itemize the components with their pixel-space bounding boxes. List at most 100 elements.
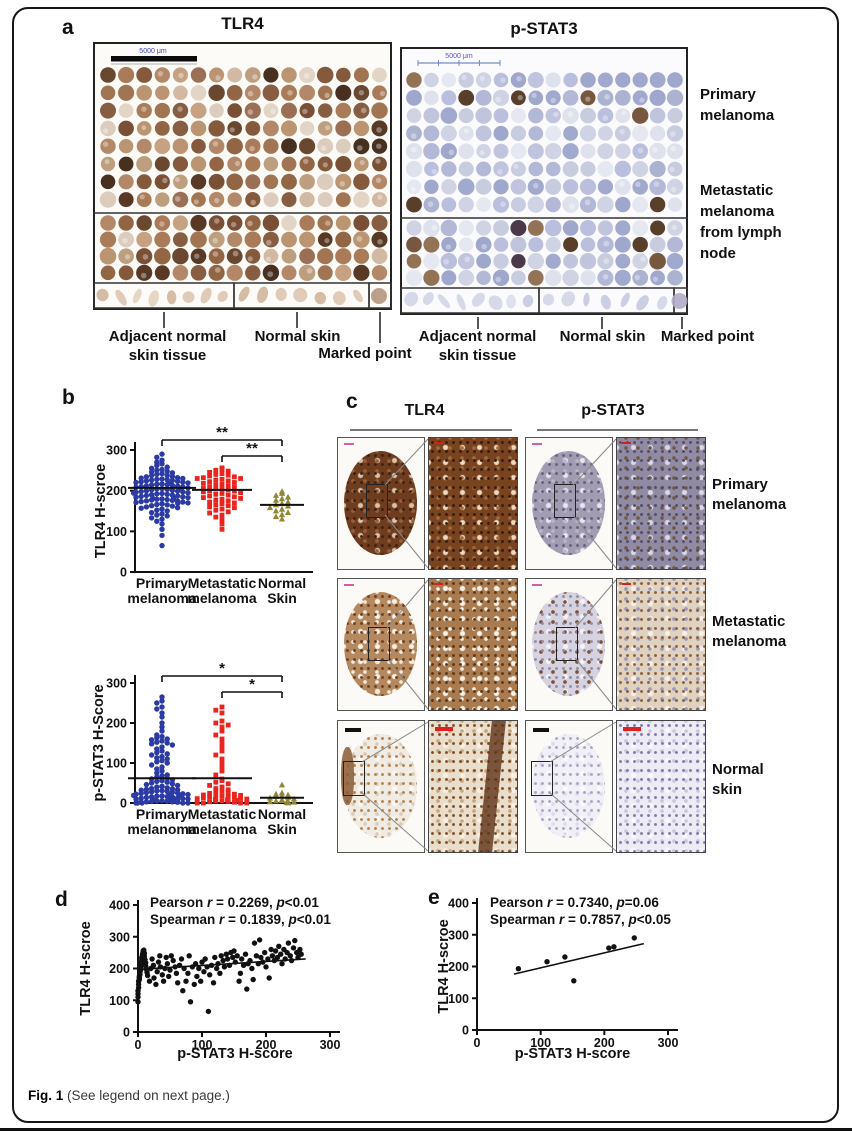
svg-text:300: 300 bbox=[658, 1036, 679, 1050]
label-metastatic-melanoma: Metastatic melanoma from lymph node bbox=[700, 182, 782, 262]
svg-text:5000 μm: 5000 μm bbox=[445, 53, 473, 60]
leader-line bbox=[296, 312, 298, 328]
inset-rect bbox=[343, 761, 365, 796]
tma-title-tlr4: TLR4 bbox=[221, 14, 264, 33]
panel-a-letter: a bbox=[62, 16, 74, 39]
image-pair bbox=[337, 578, 518, 711]
inset-rect bbox=[366, 484, 388, 518]
scale-bar-black bbox=[345, 728, 361, 732]
panel-d-letter: d bbox=[55, 888, 68, 911]
caption-text: (See legend on next page.) bbox=[63, 1088, 230, 1103]
figure-caption: Fig. 1 (See legend on next page.) bbox=[28, 1088, 230, 1103]
histology-row-metastatic bbox=[337, 578, 707, 711]
scale-bar-red bbox=[435, 727, 453, 731]
title-underline bbox=[537, 429, 698, 431]
leader-line bbox=[681, 317, 683, 329]
figure-number: Fig. 1 bbox=[28, 1088, 64, 1103]
label-marked-point-right: Marked point bbox=[660, 328, 755, 345]
core-image-pstat3-metastatic bbox=[525, 578, 613, 711]
svg-text:TLR4 H-scroe: TLR4 H-scroe bbox=[78, 921, 94, 1015]
svg-text:5000 μm: 5000 μm bbox=[139, 48, 167, 55]
tissue-microarray-tlr4: 5000 μm bbox=[93, 42, 392, 310]
micro-scale-label bbox=[434, 442, 443, 444]
svg-text:TLR4 H-scroe: TLR4 H-scroe bbox=[93, 464, 109, 558]
svg-text:**: ** bbox=[216, 424, 228, 441]
leader-line bbox=[477, 317, 479, 329]
micro-scale-label bbox=[344, 584, 354, 586]
svg-text:100: 100 bbox=[106, 757, 127, 771]
svg-text:300: 300 bbox=[106, 444, 127, 458]
leader-line bbox=[601, 317, 603, 329]
column-title-tlr4: TLR4 bbox=[404, 402, 445, 419]
inset-rect bbox=[368, 627, 390, 661]
micro-scale-label bbox=[344, 443, 354, 445]
core-image-tlr4-metastatic bbox=[337, 578, 425, 711]
core-image-tlr4-primary bbox=[337, 437, 425, 570]
svg-text:300: 300 bbox=[106, 677, 127, 691]
svg-text:0: 0 bbox=[474, 1036, 481, 1050]
image-pair bbox=[337, 437, 518, 570]
label-adjacent-normal-left: Adjacent normal skin tissue bbox=[108, 328, 227, 364]
svg-text:400: 400 bbox=[109, 899, 130, 913]
magnified-tlr4-primary bbox=[428, 437, 518, 570]
svg-text:100: 100 bbox=[530, 1036, 551, 1050]
magnified-tlr4-metastatic bbox=[428, 578, 518, 711]
svg-text:0: 0 bbox=[120, 566, 127, 580]
svg-text:100: 100 bbox=[448, 992, 469, 1006]
label-normal-skin-right: Normal skin bbox=[559, 328, 646, 345]
magnified-pstat3-metastatic bbox=[616, 578, 706, 711]
inset-rect bbox=[556, 627, 578, 661]
svg-text:300: 300 bbox=[109, 930, 130, 944]
svg-text:200: 200 bbox=[109, 962, 130, 976]
panel-c-letter: c bbox=[346, 390, 358, 413]
svg-text:*: * bbox=[219, 660, 225, 677]
svg-text:100: 100 bbox=[106, 525, 127, 539]
svg-text:200: 200 bbox=[594, 1036, 615, 1050]
image-pair bbox=[525, 720, 706, 853]
leader-line bbox=[163, 312, 165, 328]
label-normal-skin-left: Normal skin bbox=[254, 328, 341, 345]
image-pair bbox=[525, 578, 706, 711]
svg-text:200: 200 bbox=[448, 960, 469, 974]
core-image-pstat3-normal bbox=[525, 720, 613, 853]
inset-rect bbox=[531, 761, 553, 796]
histology-row-normal bbox=[337, 720, 707, 853]
micro-scale-label bbox=[532, 584, 542, 586]
micro-scale-label bbox=[622, 583, 631, 585]
x-axis-label-d: p-STAT3 H-score bbox=[177, 1046, 293, 1062]
svg-text:*: * bbox=[249, 676, 255, 693]
magnified-pstat3-primary bbox=[616, 437, 706, 570]
svg-text:400: 400 bbox=[448, 897, 469, 911]
figure-outer-border bbox=[12, 7, 839, 1123]
row-label-normal: Normal skin bbox=[712, 761, 764, 799]
svg-text:200: 200 bbox=[256, 1038, 277, 1052]
svg-text:200: 200 bbox=[106, 717, 127, 731]
correlation-plot-all: 0 100 200 300 400 0 100 200 300 TLR4 H-scroe bbox=[78, 899, 341, 1053]
correlation-stats-e: Pearson r = 0.7340, p=0.06 Spearman r = 0… bbox=[490, 895, 671, 927]
magnified-tlr4-normal bbox=[428, 720, 518, 853]
svg-text:300: 300 bbox=[320, 1038, 341, 1052]
scale-bar-black bbox=[533, 728, 549, 732]
label-adjacent-normal-right: Adjacent normal skin tissue bbox=[418, 328, 537, 364]
panel-e-letter: e bbox=[428, 886, 440, 909]
svg-text:0: 0 bbox=[120, 797, 127, 811]
micro-scale-label bbox=[532, 443, 542, 445]
scale-bar-red bbox=[623, 727, 641, 731]
svg-text:0: 0 bbox=[135, 1038, 142, 1052]
inset-rect bbox=[554, 484, 576, 518]
magnified-pstat3-normal bbox=[616, 720, 706, 853]
panel-b-letter: b bbox=[62, 386, 75, 409]
x-axis-label-e: p-STAT3 H-score bbox=[514, 1046, 631, 1062]
svg-text:0: 0 bbox=[123, 1026, 130, 1040]
page-divider-line bbox=[0, 1128, 852, 1131]
label-primary-melanoma: Primary melanoma bbox=[700, 86, 775, 124]
micro-scale-label bbox=[622, 442, 631, 444]
svg-text:0: 0 bbox=[462, 1024, 469, 1038]
correlation-stats-d: Pearson r = 0.2269, p<0.01 Spearman r = 0… bbox=[150, 895, 331, 927]
